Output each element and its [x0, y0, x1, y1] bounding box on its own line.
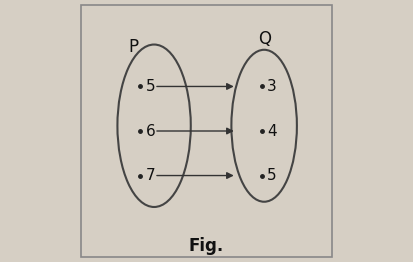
Text: P: P	[128, 38, 138, 56]
Text: 3: 3	[267, 79, 277, 94]
Text: 6: 6	[146, 123, 156, 139]
Text: 5: 5	[146, 79, 156, 94]
Text: 7: 7	[146, 168, 156, 183]
Text: Fig.: Fig.	[189, 237, 224, 255]
Text: 4: 4	[267, 123, 276, 139]
Text: Q: Q	[258, 30, 271, 48]
Text: 5: 5	[267, 168, 276, 183]
